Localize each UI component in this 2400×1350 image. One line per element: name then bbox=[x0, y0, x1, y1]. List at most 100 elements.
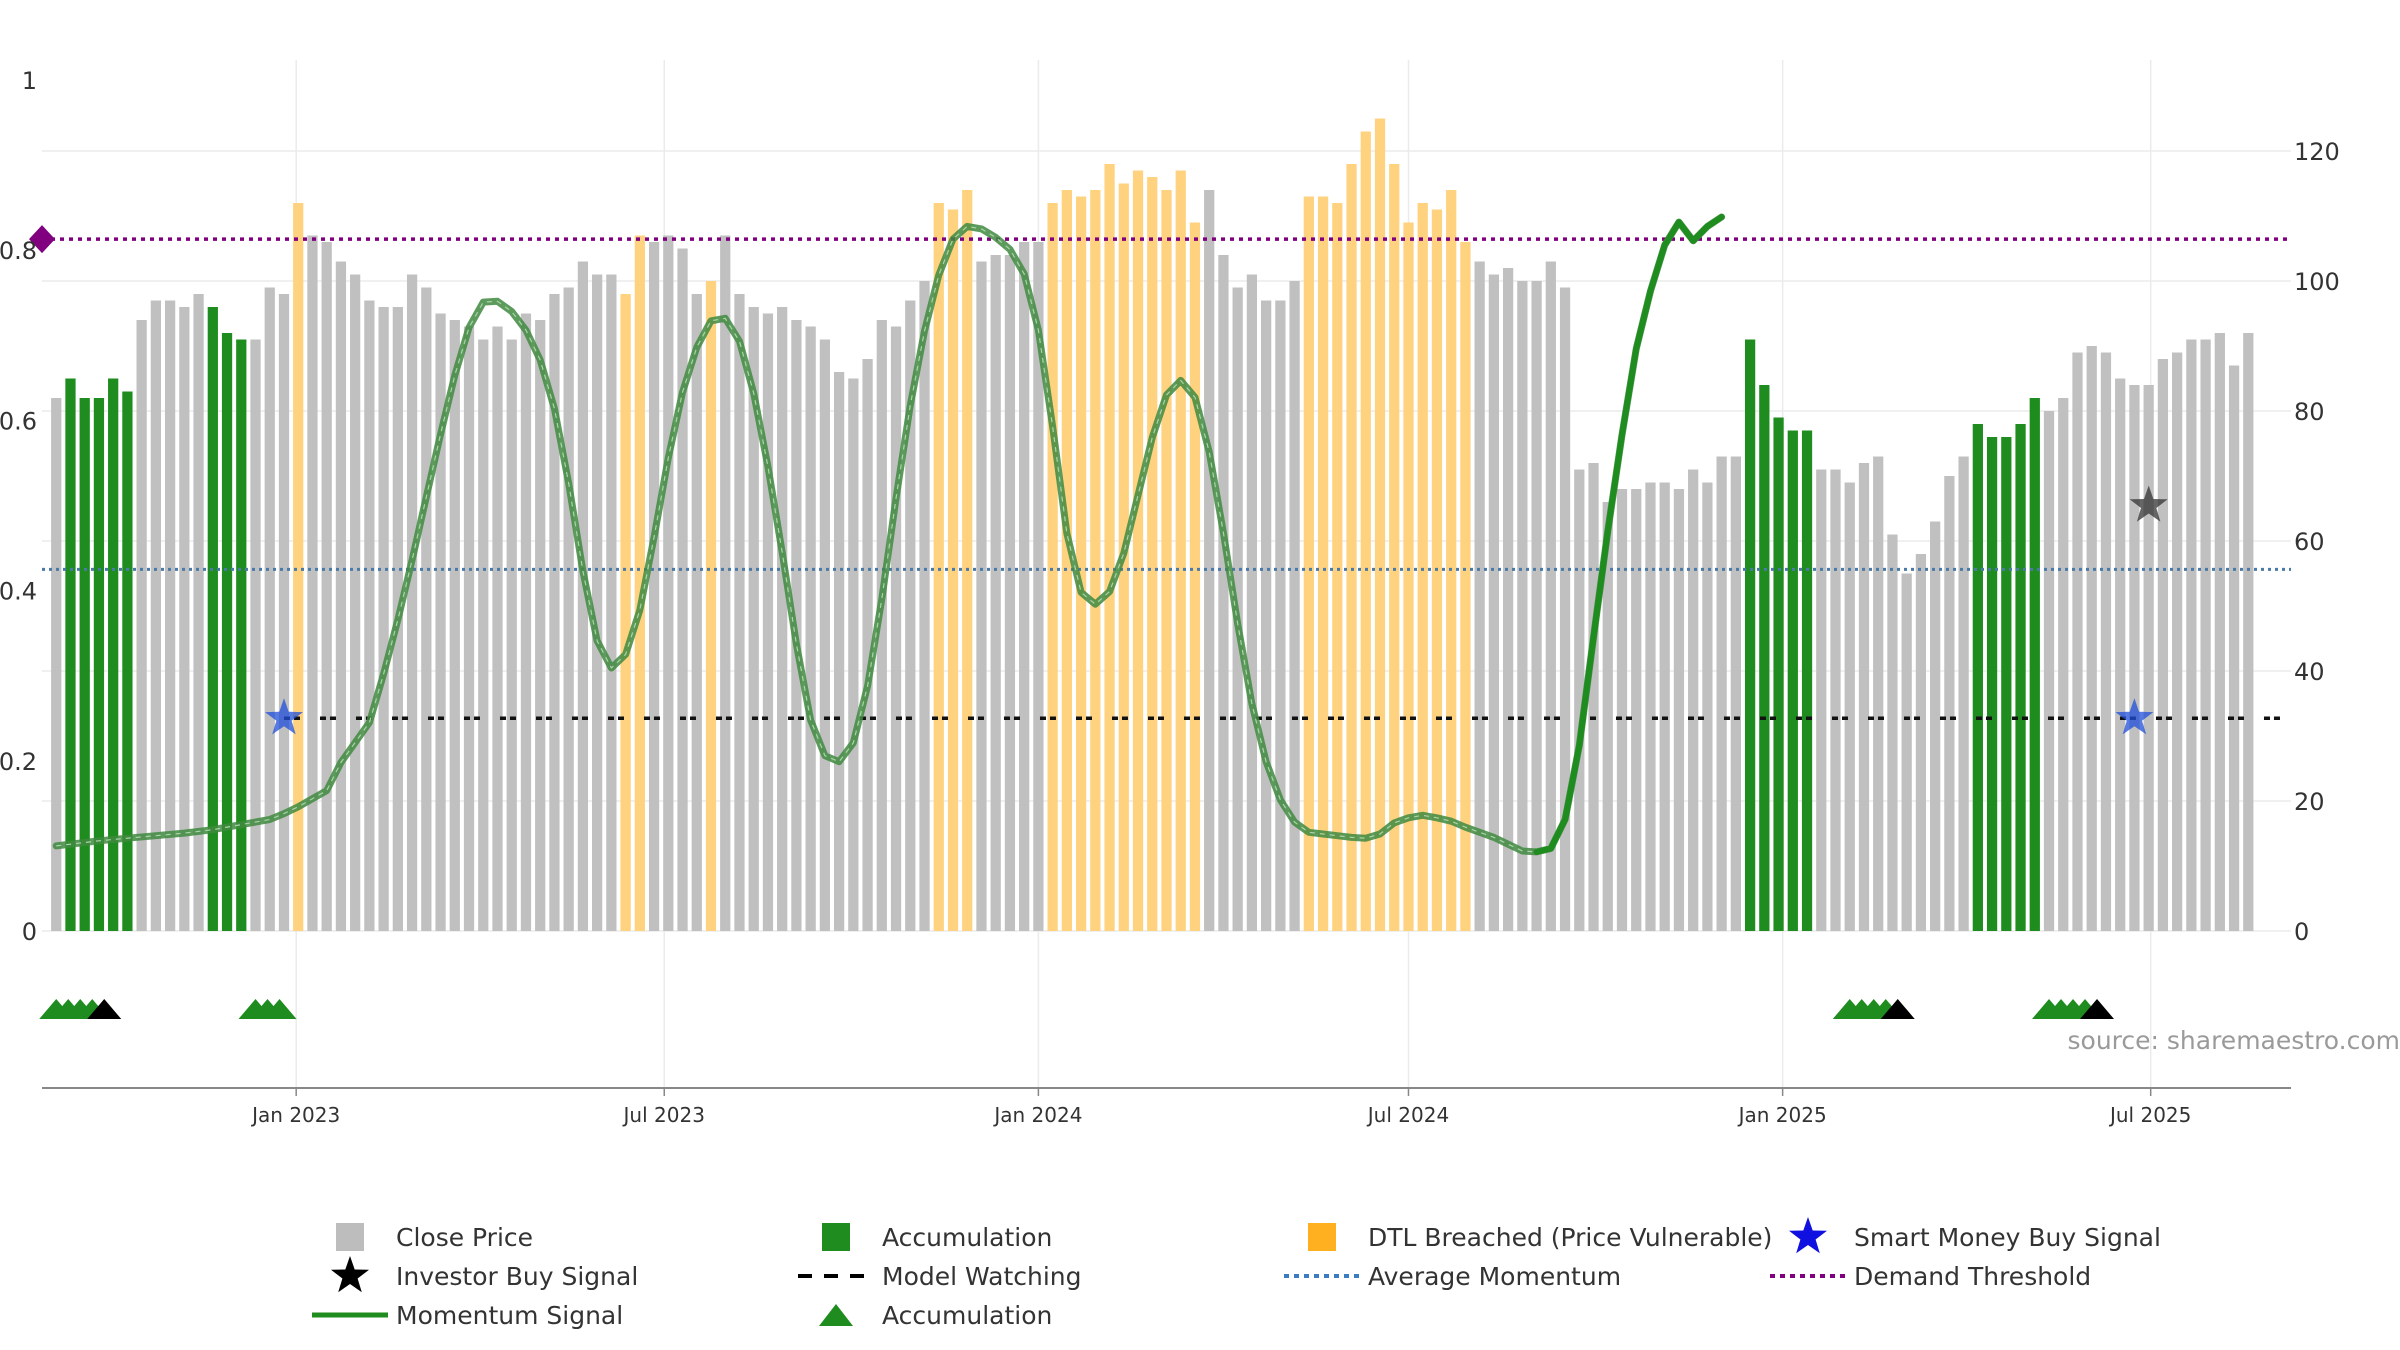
smart-money-buy-star bbox=[2115, 698, 2154, 735]
close-price-bar bbox=[2086, 346, 2097, 931]
close-price-bar bbox=[164, 300, 176, 931]
close-price-bar bbox=[1204, 190, 1215, 931]
close-price-bar bbox=[2172, 352, 2183, 931]
close-price-bar bbox=[1033, 242, 1044, 931]
legend-item: Model Watching bbox=[798, 1262, 1082, 1291]
dtl-breached-bar bbox=[1446, 190, 1457, 931]
close-price-bar bbox=[748, 307, 759, 931]
close-price-bars bbox=[51, 118, 2254, 931]
legend-item: Demand Threshold bbox=[1770, 1262, 2091, 1291]
accumulation-bar bbox=[1773, 417, 1784, 931]
close-price-bar bbox=[1275, 300, 1286, 931]
dtl-breached-bar bbox=[1075, 196, 1087, 931]
close-price-bar bbox=[364, 300, 375, 931]
dtl-breached-bar bbox=[1332, 203, 1343, 931]
close-price-bar bbox=[1873, 456, 1884, 931]
close-price-bar bbox=[2043, 411, 2055, 931]
close-price-bar bbox=[1858, 463, 1870, 931]
legend-swatch-square bbox=[822, 1223, 850, 1251]
close-price-bar bbox=[919, 281, 930, 931]
right-axis-tick: 120 bbox=[2294, 138, 2340, 166]
close-price-bar bbox=[648, 242, 660, 931]
close-price-bar bbox=[1716, 456, 1727, 931]
accumulation-bar bbox=[1744, 339, 1756, 931]
close-price-bar bbox=[1958, 456, 1969, 931]
close-price-bar bbox=[421, 287, 432, 931]
close-price-bar bbox=[1915, 554, 1927, 931]
close-price-bar bbox=[1004, 255, 1016, 931]
legend-swatch-triangle bbox=[819, 1304, 853, 1326]
dtl-breached-bar bbox=[1061, 190, 1072, 931]
right-axis-tick: 80 bbox=[2294, 398, 2325, 426]
accumulation-end-triangle bbox=[2080, 999, 2115, 1019]
left-axis-tick: 0.4 bbox=[0, 578, 37, 606]
legend-item: Accumulation bbox=[822, 1223, 1052, 1252]
legend: Close Price Accumulation DTL Breached (Pri… bbox=[312, 1217, 2161, 1330]
x-axis-tick-label: Jan 2025 bbox=[1737, 1103, 1827, 1127]
accumulation-bar bbox=[236, 339, 247, 931]
close-price-bar bbox=[1673, 489, 1685, 931]
close-price-bar bbox=[463, 326, 475, 931]
close-price-bar bbox=[1218, 255, 1229, 931]
legend-label: Average Momentum bbox=[1368, 1262, 1621, 1291]
close-price-bar bbox=[1019, 242, 1030, 931]
dtl-breached-bar bbox=[293, 203, 304, 931]
source-label: source: sharemaestro.com bbox=[2068, 1026, 2400, 1055]
accumulation-bar bbox=[1972, 424, 1983, 931]
close-price-bar bbox=[1645, 482, 1656, 931]
investor-buy-star bbox=[2129, 485, 2168, 522]
right-axis-tick: 20 bbox=[2294, 788, 2325, 816]
close-price-bar bbox=[2072, 352, 2083, 931]
close-price-bar bbox=[691, 294, 702, 931]
demand-threshold-marker bbox=[29, 225, 55, 254]
signal-markers bbox=[39, 485, 2168, 1019]
dtl-breached-bar bbox=[1389, 164, 1400, 931]
x-axis-tick-label: Jul 2024 bbox=[1366, 1103, 1449, 1127]
close-price-bar bbox=[890, 326, 902, 931]
close-price-bar bbox=[1844, 482, 1855, 931]
close-price-bar bbox=[1688, 469, 1699, 931]
right-axis-tick: 100 bbox=[2294, 268, 2340, 296]
dtl-breached-bar bbox=[1104, 164, 1115, 931]
x-axis-tick-label: Jan 2023 bbox=[250, 1103, 340, 1127]
close-price-bar bbox=[819, 339, 831, 931]
close-price-bar bbox=[905, 300, 916, 931]
legend-item: Accumulation bbox=[819, 1301, 1052, 1330]
close-price-bar bbox=[264, 287, 275, 931]
legend-label: Demand Threshold bbox=[1854, 1262, 2091, 1291]
legend-swatch-star bbox=[331, 1256, 369, 1293]
close-price-bar bbox=[1930, 521, 1941, 931]
dtl-breached-bar bbox=[1175, 170, 1186, 931]
close-price-bar bbox=[2157, 359, 2169, 931]
close-price-bar bbox=[592, 274, 603, 931]
close-price-bar bbox=[478, 339, 489, 931]
dtl-breached-bar bbox=[634, 235, 645, 931]
dtl-breached-bar bbox=[1189, 222, 1201, 931]
right-axis-tick: 0 bbox=[2294, 918, 2309, 946]
x-axis-tick-label: Jul 2023 bbox=[622, 1103, 705, 1127]
accumulation-bar bbox=[122, 391, 133, 931]
dtl-breached-bar bbox=[1047, 203, 1058, 931]
legend-label: DTL Breached (Price Vulnerable) bbox=[1368, 1223, 1772, 1252]
accumulation-triangle bbox=[262, 999, 297, 1019]
close-price-bar bbox=[1502, 268, 1514, 931]
close-price-bar bbox=[1246, 274, 1258, 931]
accumulation-end-triangle bbox=[87, 999, 122, 1019]
close-price-bar bbox=[734, 294, 745, 931]
close-price-bar bbox=[378, 307, 389, 931]
close-price-bar bbox=[2129, 385, 2140, 931]
close-price-bar bbox=[2186, 339, 2197, 931]
accumulation-bar bbox=[221, 333, 233, 931]
dtl-breached-bar bbox=[1360, 131, 1371, 931]
close-price-bar bbox=[150, 300, 161, 931]
dtl-breached-bar bbox=[933, 203, 944, 931]
close-price-bar bbox=[350, 274, 361, 931]
legend-label: Accumulation bbox=[882, 1223, 1052, 1252]
close-price-bar bbox=[435, 313, 446, 931]
close-price-bar bbox=[1631, 489, 1642, 931]
right-axis-tick: 40 bbox=[2294, 658, 2325, 686]
close-price-bar bbox=[762, 313, 774, 931]
dtl-breached-bar bbox=[1132, 170, 1144, 931]
close-price-bar bbox=[492, 326, 503, 931]
close-price-bar bbox=[1588, 463, 1599, 931]
